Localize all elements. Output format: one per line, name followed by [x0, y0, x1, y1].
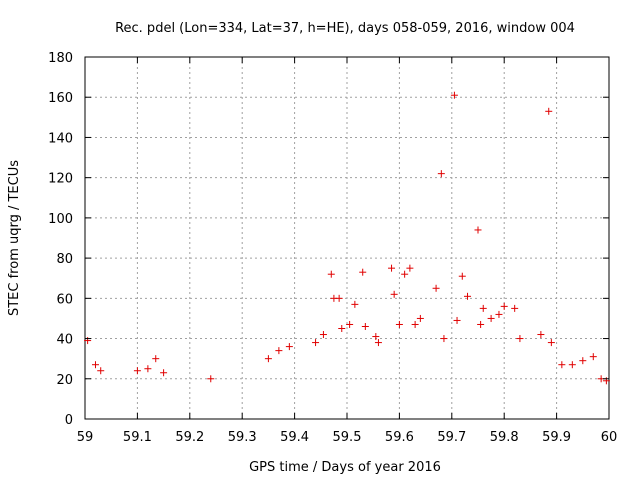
data-point: [547, 339, 555, 347]
data-point: [511, 304, 519, 312]
y-tick-label: 60: [56, 292, 73, 307]
x-tick-label: 59.3: [228, 430, 257, 445]
x-tick-label: 59.8: [490, 430, 519, 445]
y-tick-label: 20: [56, 373, 73, 388]
data-point: [374, 339, 382, 347]
data-point: [285, 343, 293, 351]
y-tick-label: 40: [56, 333, 73, 348]
data-point: [388, 264, 396, 272]
data-point: [537, 331, 545, 339]
data-point: [97, 367, 105, 375]
y-tick-label: 0: [65, 413, 73, 428]
x-tick-label: 59.4: [280, 430, 309, 445]
data-point: [401, 270, 409, 278]
data-point: [346, 320, 354, 328]
data-points: [84, 91, 610, 385]
data-point: [275, 347, 283, 355]
data-point: [338, 325, 346, 332]
data-point: [372, 333, 380, 341]
data-point: [477, 320, 485, 328]
data-point: [500, 302, 508, 310]
data-point: [359, 268, 367, 276]
data-point: [361, 322, 369, 330]
data-point: [579, 357, 587, 365]
data-point: [160, 369, 168, 377]
data-point: [335, 294, 343, 302]
data-point: [453, 316, 461, 324]
y-tick-label: 100: [48, 212, 73, 227]
data-point: [450, 91, 458, 99]
y-tick-label: 160: [48, 91, 73, 106]
data-point: [327, 270, 335, 278]
data-point: [395, 320, 403, 328]
x-axis-label: GPS time / Days of year 2016: [249, 460, 441, 475]
x-tick-label: 59.6: [385, 430, 414, 445]
y-tick-label: 140: [48, 131, 73, 146]
data-point: [516, 335, 524, 343]
y-axis-ticks: 0 20 40 60 80 100 120 140 160 180: [48, 51, 609, 428]
data-point: [558, 361, 566, 369]
x-tick-label: 59.9: [542, 430, 571, 445]
x-tick-label: 59.5: [333, 430, 362, 445]
data-point: [458, 272, 466, 280]
data-point: [479, 304, 487, 312]
y-tick-label: 180: [48, 51, 73, 66]
y-tick-label: 120: [48, 172, 73, 187]
x-tick-label: 60: [601, 430, 618, 445]
data-point: [152, 355, 160, 363]
grid-lines: [85, 57, 609, 419]
x-tick-label: 59.1: [123, 430, 152, 445]
data-point: [568, 361, 576, 369]
data-point: [495, 310, 503, 318]
data-point: [390, 290, 398, 298]
x-tick-label: 59: [77, 430, 94, 445]
data-point: [207, 375, 215, 383]
data-point: [264, 355, 272, 363]
data-point: [351, 300, 359, 308]
data-point: [440, 335, 448, 343]
y-tick-label: 80: [56, 252, 73, 267]
y-axis-label: STEC from uqrg / TECUs: [7, 160, 22, 316]
data-point: [416, 314, 424, 322]
data-point: [487, 314, 495, 322]
data-point: [312, 339, 320, 347]
data-point: [589, 353, 597, 361]
data-point: [91, 361, 99, 369]
data-point: [319, 331, 327, 339]
data-point: [437, 170, 445, 178]
chart-title: Rec. pdel (Lon=334, Lat=37, h=HE), days …: [115, 21, 575, 36]
data-point: [545, 107, 553, 115]
data-point: [133, 367, 141, 375]
x-tick-label: 59.7: [437, 430, 466, 445]
x-axis-ticks: 59 59.1 59.2 59.3 59.4 59.5 59.6 59.7 59.8 59.9 60: [77, 57, 618, 445]
x-tick-label: 59.2: [175, 430, 204, 445]
data-point: [406, 264, 414, 272]
data-point: [474, 226, 482, 234]
data-point: [464, 292, 472, 300]
data-point: [411, 320, 419, 328]
data-point: [432, 284, 440, 292]
data-point: [144, 365, 152, 373]
